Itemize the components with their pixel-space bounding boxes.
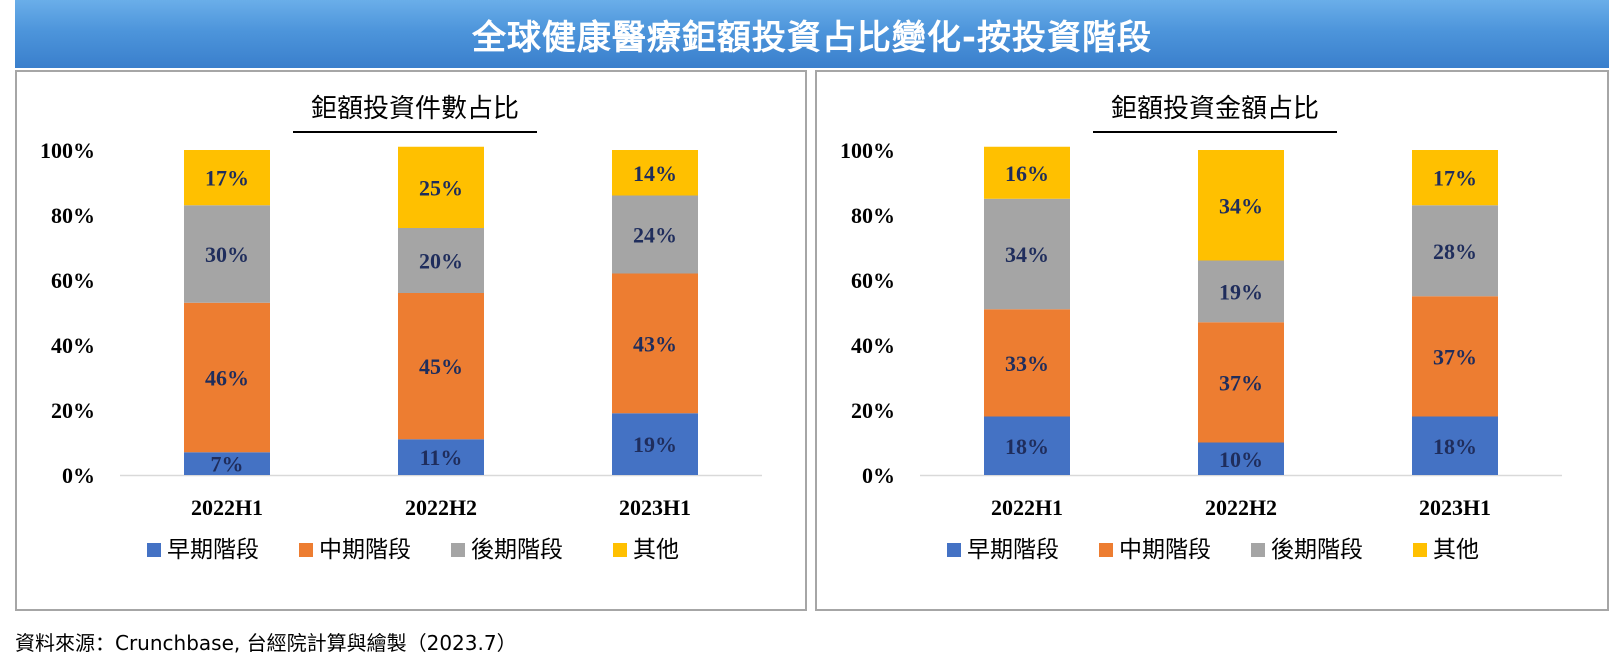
data-label-2022h1-series-1: 33% bbox=[1005, 351, 1049, 376]
bar-2022h2-series-3 bbox=[1198, 150, 1284, 261]
data-label-2022h1-series-0: 18% bbox=[1005, 434, 1049, 459]
y-tick-label-40: 40% bbox=[51, 333, 95, 358]
bar-2022h1-series-3 bbox=[984, 146, 1070, 199]
bar-2022h2-series-2 bbox=[1198, 260, 1284, 323]
bar-2023h1-series-1 bbox=[1412, 296, 1498, 417]
bar-2022h1-series-1 bbox=[184, 302, 270, 453]
legend-label-2: 後期階段 bbox=[471, 537, 563, 563]
data-label-2022h1-series-1: 46% bbox=[205, 366, 249, 391]
x-tick-label-2023h1: 2023H1 bbox=[1419, 495, 1491, 520]
legend-swatch-0 bbox=[147, 543, 161, 557]
legend-label-2: 後期階段 bbox=[1271, 537, 1363, 563]
data-label-2022h2-series-2: 20% bbox=[419, 249, 463, 274]
data-label-2022h1-series-0: 7% bbox=[211, 452, 244, 477]
x-tick-label-2023h1: 2023H1 bbox=[619, 495, 691, 520]
data-label-2023h1-series-3: 17% bbox=[1433, 166, 1477, 191]
page-title: 全球健康醫療鉅額投資占比變化-按投資階段 bbox=[471, 17, 1153, 58]
bar-2022h2-series-1 bbox=[1198, 322, 1284, 443]
y-tick-label-40: 40% bbox=[851, 333, 895, 358]
x-tick-label-2022h1: 2022H1 bbox=[991, 495, 1063, 520]
y-tick-label-60: 60% bbox=[851, 268, 895, 293]
y-tick-label-100: 100% bbox=[840, 138, 895, 163]
title-banner: 全球健康醫療鉅額投資占比變化-按投資階段 bbox=[15, 0, 1609, 68]
legend-swatch-2 bbox=[1251, 543, 1265, 557]
bar-2022h1-series-3 bbox=[184, 150, 270, 206]
bar-2023h1-series-3 bbox=[1412, 150, 1498, 206]
legend-swatch-3 bbox=[1413, 543, 1427, 557]
x-tick-label-2022h1: 2022H1 bbox=[191, 495, 263, 520]
bar-2022h1-series-2 bbox=[984, 198, 1070, 310]
bar-2022h2-series-3 bbox=[398, 146, 484, 228]
chart-panel-amount: 鉅額投資金額占比 0% 20% 40% 60% 80% 100% 18% 33% 34% 16% 20… bbox=[815, 70, 1609, 611]
stacked-bar-chart-count: 鉅額投資件數占比 0% 20% 40% 60% 80% 100% 7% 46% 30% 17% 202… bbox=[40, 94, 762, 563]
data-label-2022h2-series-0: 11% bbox=[420, 445, 463, 470]
y-tick-label-0: 0% bbox=[62, 463, 95, 488]
legend-swatch-2 bbox=[451, 543, 465, 557]
legend-label-3: 其他 bbox=[633, 537, 679, 563]
bar-2023h1-series-1 bbox=[612, 273, 698, 414]
legend-swatch-3 bbox=[613, 543, 627, 557]
bar-2023h1-series-2 bbox=[612, 195, 698, 274]
data-label-2023h1-series-0: 19% bbox=[633, 432, 677, 457]
y-tick-label-60: 60% bbox=[51, 268, 95, 293]
bar-2022h1-series-2 bbox=[184, 205, 270, 303]
bar-2022h2-series-0 bbox=[1198, 442, 1284, 475]
bar-2023h1-series-2 bbox=[1412, 205, 1498, 297]
chart-panel-count: 鉅額投資件數占比 0% 20% 40% 60% 80% 100% 7% 46% 30% 17% 202… bbox=[15, 70, 807, 611]
stacked-bar-chart-amount: 鉅額投資金額占比 0% 20% 40% 60% 80% 100% 18% 33% 34% 16% 20… bbox=[840, 94, 1562, 563]
bar-2023h1-series-0 bbox=[1412, 416, 1498, 475]
y-tick-label-20: 20% bbox=[51, 398, 95, 423]
legend-label-1: 中期階段 bbox=[319, 537, 411, 563]
data-label-2022h2-series-0: 10% bbox=[1219, 447, 1263, 472]
y-tick-label-20: 20% bbox=[851, 398, 895, 423]
legend-swatch-0 bbox=[947, 543, 961, 557]
chart-title: 鉅額投資金額占比 bbox=[1111, 94, 1319, 124]
bar-2022h2-series-2 bbox=[398, 228, 484, 293]
x-tick-label-2022h2: 2022H2 bbox=[405, 495, 477, 520]
data-label-2022h1-series-2: 30% bbox=[205, 242, 249, 267]
bar-2022h2-series-0 bbox=[398, 439, 484, 475]
bar-2022h1-series-0 bbox=[984, 416, 1070, 475]
data-label-2023h1-series-3: 14% bbox=[633, 161, 677, 186]
y-tick-label-80: 80% bbox=[51, 203, 95, 228]
data-label-2022h2-series-2: 19% bbox=[1219, 279, 1263, 304]
bar-2023h1-series-0 bbox=[612, 413, 698, 475]
chart-title: 鉅額投資件數占比 bbox=[311, 94, 519, 124]
y-tick-label-0: 0% bbox=[862, 463, 895, 488]
y-tick-label-100: 100% bbox=[40, 138, 95, 163]
legend-label-1: 中期階段 bbox=[1119, 537, 1211, 563]
data-label-2022h2-series-1: 45% bbox=[419, 354, 463, 379]
legend-label-0: 早期階段 bbox=[967, 537, 1059, 563]
y-tick-label-80: 80% bbox=[851, 203, 895, 228]
data-label-2023h1-series-2: 24% bbox=[633, 223, 677, 248]
legend-swatch-1 bbox=[1099, 543, 1113, 557]
data-label-2022h2-series-3: 25% bbox=[419, 175, 463, 200]
data-label-2023h1-series-1: 43% bbox=[633, 331, 677, 356]
bar-2022h1-series-0 bbox=[184, 452, 270, 475]
data-label-2022h1-series-3: 17% bbox=[205, 166, 249, 191]
data-label-2023h1-series-0: 18% bbox=[1433, 434, 1477, 459]
data-label-2022h2-series-3: 34% bbox=[1219, 193, 1263, 218]
legend-label-3: 其他 bbox=[1433, 537, 1479, 563]
legend-label-0: 早期階段 bbox=[167, 537, 259, 563]
bar-2022h2-series-1 bbox=[398, 293, 484, 440]
data-label-2022h2-series-1: 37% bbox=[1219, 370, 1263, 395]
data-label-2023h1-series-1: 37% bbox=[1433, 344, 1477, 369]
x-tick-label-2022h2: 2022H2 bbox=[1205, 495, 1277, 520]
source-note: 資料來源：Crunchbase, 台經院計算與繪製（2023.7） bbox=[15, 631, 517, 655]
data-label-2022h1-series-3: 16% bbox=[1005, 161, 1049, 186]
bar-2023h1-series-3 bbox=[612, 150, 698, 196]
data-label-2022h1-series-2: 34% bbox=[1005, 242, 1049, 267]
legend-swatch-1 bbox=[299, 543, 313, 557]
data-label-2023h1-series-2: 28% bbox=[1433, 239, 1477, 264]
bar-2022h1-series-1 bbox=[984, 309, 1070, 417]
